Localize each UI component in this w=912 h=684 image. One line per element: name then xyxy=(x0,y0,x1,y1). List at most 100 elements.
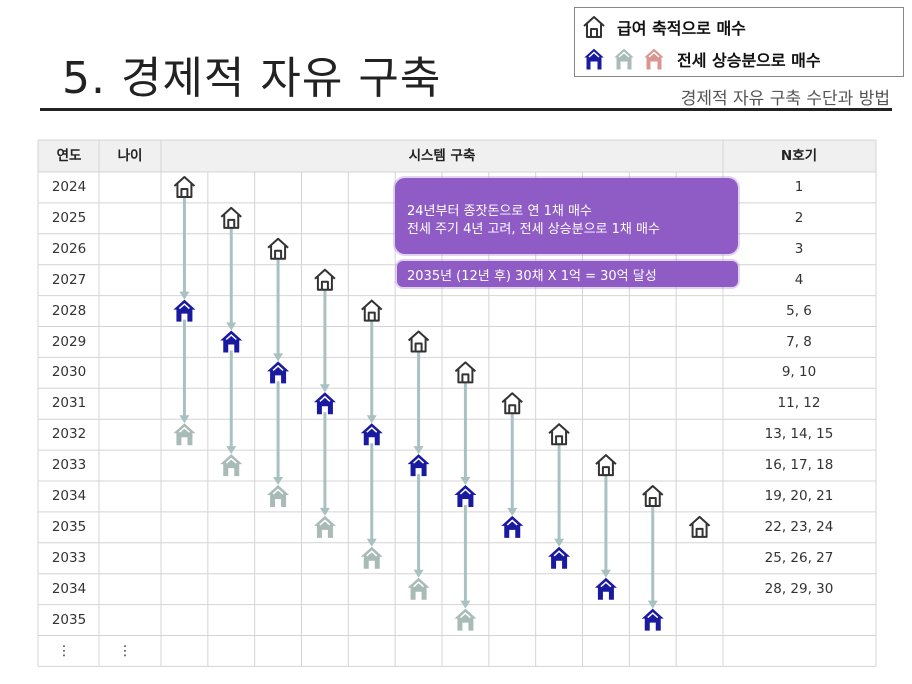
cell-n-number: 1 xyxy=(794,179,804,195)
house-outline-icon xyxy=(454,361,477,384)
house-outline-icon xyxy=(501,392,523,415)
flow-arrow-head xyxy=(413,446,424,455)
house-blue-icon xyxy=(594,577,617,600)
cell-year: 2032 xyxy=(51,426,87,443)
house-red-icon xyxy=(641,46,667,72)
cell-n-number: 5, 6 xyxy=(786,302,812,319)
house-outline-icon xyxy=(361,299,383,322)
cell-n-number: 3 xyxy=(794,240,804,257)
flow-arrow-head xyxy=(507,507,518,516)
flow-arrow-head xyxy=(226,322,237,331)
house-blue-icon xyxy=(501,515,524,538)
legend-box: 급여 축적으로 매수 전세 상승분으로 매수 xyxy=(574,7,904,77)
cell-year-ellipsis: ⋮ xyxy=(57,642,71,659)
house-gray-icon xyxy=(313,515,336,538)
cell-n-number: 22, 23, 24 xyxy=(764,518,834,535)
flow-arrow-head xyxy=(366,538,377,547)
title-divider xyxy=(40,108,892,111)
house-blue-icon xyxy=(641,608,664,631)
flow-arrow-head xyxy=(319,384,330,393)
flow-arrow-head xyxy=(554,538,565,547)
flow-arrow-head xyxy=(600,569,611,578)
cell-n-number: 11, 12 xyxy=(777,395,821,412)
cell-year: 2033 xyxy=(51,549,87,566)
page-subtitle: 경제적 자유 구축 수단과 방법 xyxy=(680,89,890,109)
flow-arrow-head xyxy=(273,477,284,485)
flow-arrow-head xyxy=(366,415,377,424)
flow-arrow-head xyxy=(647,600,658,609)
cell-n-number: 25, 26, 27 xyxy=(764,549,834,566)
house-gray-icon xyxy=(454,608,477,631)
flow-arrow-head xyxy=(413,569,424,578)
house-outline-icon xyxy=(642,485,664,507)
cell-n-number: 2 xyxy=(794,209,804,226)
cell-age-ellipsis: ⋮ xyxy=(118,642,132,659)
cell-year: 2025 xyxy=(51,209,87,226)
house-blue-icon xyxy=(548,546,571,569)
cell-n-number: 4 xyxy=(794,271,804,288)
house-gray-icon xyxy=(360,546,383,569)
legend-item-salary: 급여 축적으로 매수 xyxy=(581,14,746,40)
legend-item-jeonse: 전세 상승분으로 매수 xyxy=(581,46,821,72)
house-outline-icon xyxy=(581,14,607,40)
header-system: 시스템 구축 xyxy=(408,148,476,164)
house-blue-icon xyxy=(173,299,196,322)
cell-n-number: 7, 8 xyxy=(786,333,812,350)
house-outline-icon xyxy=(407,330,430,353)
flow-arrow-head xyxy=(319,507,330,516)
flow-arrow-head xyxy=(179,291,190,300)
cell-n-number: 13, 14, 15 xyxy=(764,426,834,443)
cell-n-number: 28, 29, 30 xyxy=(764,580,834,597)
legend-label-salary: 급여 축적으로 매수 xyxy=(617,19,746,38)
house-blue-icon xyxy=(581,46,607,72)
house-blue-icon xyxy=(454,485,477,507)
house-outline-icon xyxy=(314,268,336,291)
note-line-2: 전세 주기 4년 고려, 전세 상승분으로 1채 매수 xyxy=(407,222,660,237)
cell-year: 2035 xyxy=(51,611,87,628)
cell-year: 2024 xyxy=(51,179,87,195)
cell-year: 2029 xyxy=(51,333,87,350)
house-outline-icon xyxy=(688,515,711,538)
house-gray-icon xyxy=(220,454,243,477)
legend-label-jeonse: 전세 상승분으로 매수 xyxy=(677,51,821,70)
house-outline-icon xyxy=(173,176,196,198)
cell-n-number: 9, 10 xyxy=(781,364,817,381)
table-header-bg xyxy=(38,140,876,172)
flow-arrow-head xyxy=(273,353,284,362)
cell-n-number: 19, 20, 21 xyxy=(764,488,834,504)
flow-arrow-head xyxy=(460,600,471,609)
house-gray-icon xyxy=(407,577,430,600)
cell-year: 2034 xyxy=(51,580,87,597)
cell-year: 2030 xyxy=(51,364,87,381)
house-outline-icon xyxy=(220,206,242,229)
house-gray-icon xyxy=(611,46,637,72)
page-title: 5. 경제적 자유 구축 xyxy=(62,53,442,104)
flow-arrow-head xyxy=(179,415,190,424)
flow-arrow-head xyxy=(460,477,471,485)
cell-year: 2035 xyxy=(51,518,87,535)
cell-n-number xyxy=(724,610,874,630)
flow-arrow-head xyxy=(226,446,237,455)
cell-year: 2034 xyxy=(51,488,87,504)
cell-year: 2033 xyxy=(51,457,87,474)
header-year: 연도 xyxy=(56,148,82,164)
cell-year: 2026 xyxy=(51,240,87,257)
cell-year: 2027 xyxy=(51,271,87,288)
house-outline-icon xyxy=(548,423,570,446)
house-blue-icon xyxy=(220,330,243,353)
header-n: N호기 xyxy=(780,148,818,164)
cell-year: 2031 xyxy=(51,395,87,412)
house-gray-icon xyxy=(267,485,290,507)
cell-year: 2028 xyxy=(51,302,87,319)
house-outline-icon xyxy=(595,454,617,477)
note-goal-text: 2035년 (12년 후) 30채 X 1억 = 30억 달성 xyxy=(407,269,657,284)
note-line-1: 24년부터 종잣돈으로 연 1채 매수 xyxy=(407,204,592,219)
house-blue-icon xyxy=(313,392,336,415)
cell-n-number: 16, 17, 18 xyxy=(764,457,834,474)
house-gray-icon xyxy=(173,423,196,446)
note-box-goal: 2035년 (12년 후) 30채 X 1억 = 30억 달성 xyxy=(397,261,738,287)
house-blue-icon xyxy=(267,361,290,384)
house-outline-icon xyxy=(267,237,289,260)
house-blue-icon xyxy=(360,423,383,446)
